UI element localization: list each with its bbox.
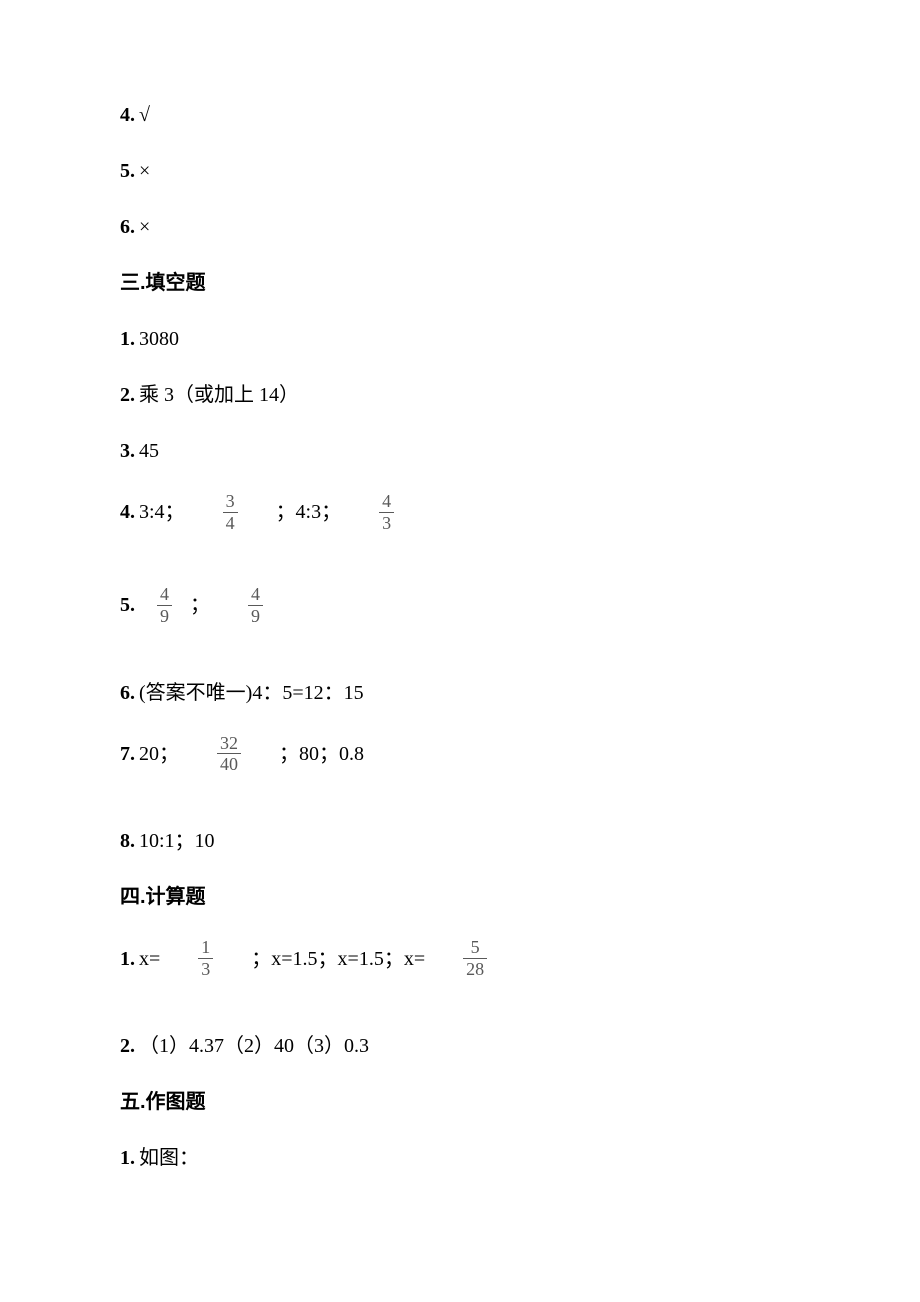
fraction-numerator: 3: [223, 492, 238, 512]
item-text: 45: [139, 436, 159, 466]
item-number: 5.: [120, 590, 135, 620]
fill-item-6: 6. (答案不唯一)4：5=12：15: [120, 678, 800, 708]
fraction-numerator: 5: [468, 938, 483, 958]
draw-item-1: 1. 如图：: [120, 1143, 800, 1173]
section-5-heading: 五.作图题: [120, 1087, 800, 1117]
fraction-denominator: 40: [217, 754, 241, 774]
fraction-4-9-a: 4 9: [157, 585, 172, 626]
item-text-part: ；4:3；: [276, 497, 342, 527]
item-text-part: 3:4；: [139, 497, 185, 527]
item-number: 1.: [120, 324, 135, 354]
item-text: （1）4.37（2）40（3）0.3: [139, 1031, 369, 1061]
fill-item-3: 3. 45: [120, 436, 800, 466]
item-text-part: ；x=1.5；x=1.5；x=: [251, 944, 425, 974]
item-text: ×: [139, 156, 150, 186]
fill-item-2: 2. 乘 3（或加上 14）: [120, 380, 800, 410]
item-text: 如图：: [139, 1143, 199, 1173]
fraction-4-3: 4 3: [379, 492, 394, 533]
calc-item-1: 1. x= 1 3 ；x=1.5；x=1.5；x= 5 28: [120, 938, 800, 979]
judge-item-4: 4. √: [120, 100, 800, 130]
judge-item-5: 5. ×: [120, 156, 800, 186]
item-text-part: ；80；0.8: [279, 739, 364, 769]
fraction-1-3: 1 3: [198, 938, 213, 979]
item-text: ×: [139, 212, 150, 242]
item-text: 乘 3（或加上 14）: [139, 380, 299, 410]
fraction-32-40: 32 40: [217, 734, 241, 775]
section-4-heading: 四.计算题: [120, 882, 800, 912]
item-text-part: ；: [190, 590, 210, 620]
item-text: 10:1；10: [139, 826, 215, 856]
fraction-numerator: 4: [248, 585, 263, 605]
item-number: 4.: [120, 497, 135, 527]
fraction-3-4: 3 4: [223, 492, 238, 533]
item-text: 3080: [139, 324, 179, 354]
item-text: (答案不唯一)4：5=12：15: [139, 678, 364, 708]
fraction-denominator: 28: [463, 959, 487, 979]
page-content: 4. √ 5. × 6. × 三.填空题 1. 3080 2. 乘 3（或加上 …: [120, 100, 800, 1173]
fill-item-4: 4. 3:4； 3 4 ；4:3； 4 3: [120, 492, 800, 533]
item-number: 1.: [120, 944, 135, 974]
fraction-numerator: 4: [379, 492, 394, 512]
fraction-denominator: 9: [157, 606, 172, 626]
calc-item-2: 2. （1）4.37（2）40（3）0.3: [120, 1031, 800, 1061]
fill-item-7: 7. 20； 32 40 ；80；0.8: [120, 734, 800, 775]
fraction-denominator: 9: [248, 606, 263, 626]
item-number: 4.: [120, 100, 135, 130]
item-number: 8.: [120, 826, 135, 856]
item-number: 3.: [120, 436, 135, 466]
fraction-5-28: 5 28: [463, 938, 487, 979]
judge-item-6: 6. ×: [120, 212, 800, 242]
item-number: 2.: [120, 1031, 135, 1061]
item-number: 1.: [120, 1143, 135, 1173]
fill-item-1: 1. 3080: [120, 324, 800, 354]
item-text-part: x=: [139, 944, 160, 974]
item-text: √: [139, 100, 150, 130]
fraction-denominator: 3: [198, 959, 213, 979]
fraction-4-9-b: 4 9: [248, 585, 263, 626]
fill-item-5: 5. 4 9 ； 4 9: [120, 585, 800, 626]
fraction-numerator: 4: [157, 585, 172, 605]
fraction-denominator: 4: [223, 513, 238, 533]
item-number: 2.: [120, 380, 135, 410]
fraction-numerator: 32: [217, 734, 241, 754]
item-number: 5.: [120, 156, 135, 186]
fraction-denominator: 3: [379, 513, 394, 533]
item-number: 6.: [120, 678, 135, 708]
item-text-part: 20；: [139, 739, 179, 769]
fraction-numerator: 1: [198, 938, 213, 958]
item-number: 6.: [120, 212, 135, 242]
section-3-heading: 三.填空题: [120, 268, 800, 298]
item-number: 7.: [120, 739, 135, 769]
fill-item-8: 8. 10:1；10: [120, 826, 800, 856]
